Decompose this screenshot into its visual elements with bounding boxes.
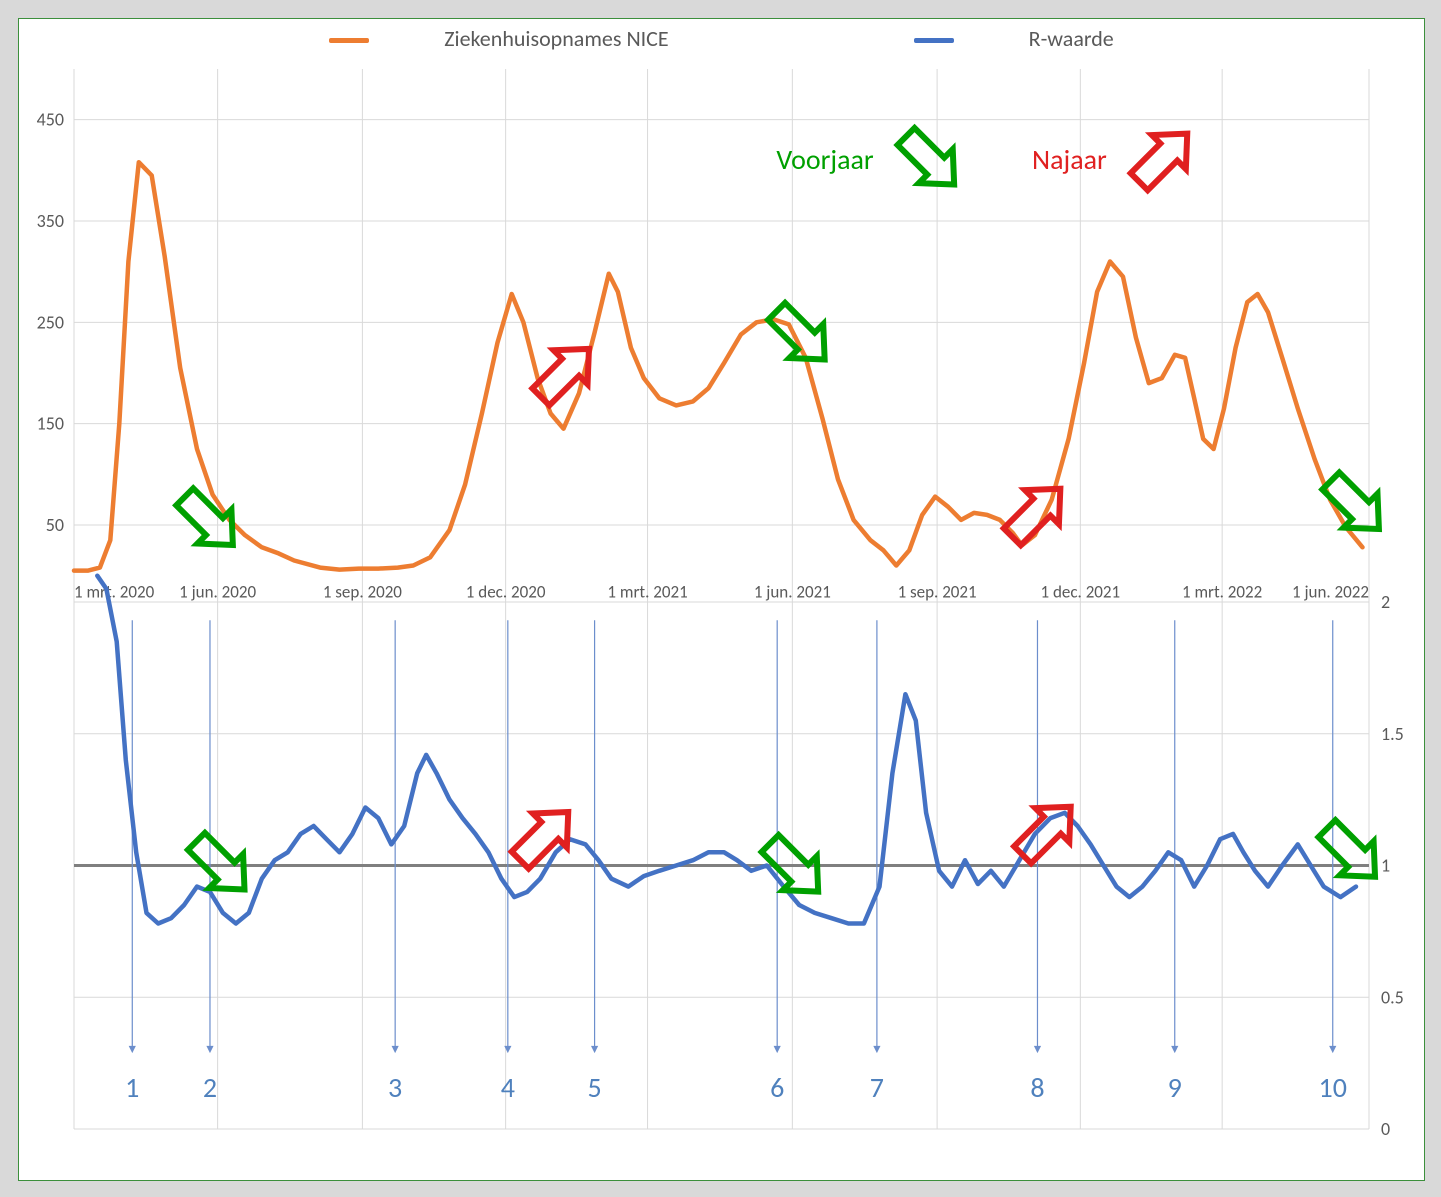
svg-text:0.5: 0.5 [1381,986,1404,1008]
svg-text:1 mrt. 2022: 1 mrt. 2022 [1182,582,1262,603]
legend-swatch [329,38,369,43]
svg-text:6: 6 [770,1070,784,1105]
legend-item: R-waarde [854,25,1174,52]
svg-text:1.5: 1.5 [1381,723,1404,745]
svg-text:0: 0 [1381,1118,1390,1140]
svg-text:7: 7 [870,1070,884,1105]
svg-text:3: 3 [388,1070,402,1105]
svg-text:Voorjaar: Voorjaar [776,142,874,177]
svg-text:1 sep. 2020: 1 sep. 2020 [323,582,402,603]
svg-text:1 dec. 2021: 1 dec. 2021 [1041,582,1121,603]
svg-text:1 jun. 2022: 1 jun. 2022 [1292,582,1369,603]
legend-swatch [914,38,954,43]
svg-text:4: 4 [501,1070,515,1105]
legend-label: R-waarde [1029,25,1114,52]
svg-text:1 jun. 2021: 1 jun. 2021 [754,582,831,603]
svg-text:150: 150 [37,413,64,435]
chart-svg: 50 150 250 350 450 0 0.5 1 1.5 2 1 mrt. 2020 1 jun.… [19,19,1424,1180]
legend-item: Ziekenhuisopnames NICE [269,25,733,52]
svg-text:50: 50 [46,514,64,536]
svg-text:5: 5 [587,1070,601,1105]
svg-text:9: 9 [1168,1070,1182,1105]
legend: Ziekenhuisopnames NICE R-waarde [19,25,1424,52]
svg-text:1 jun. 2020: 1 jun. 2020 [179,582,256,603]
chart-container: Ziekenhuisopnames NICE R-waarde 50150250… [18,18,1425,1181]
svg-text:2: 2 [1381,591,1390,613]
svg-text:1: 1 [1381,855,1390,877]
svg-text:10: 10 [1319,1070,1347,1105]
svg-text:1 mrt. 2021: 1 mrt. 2021 [607,582,687,603]
svg-text:8: 8 [1030,1070,1044,1105]
svg-text:2: 2 [203,1070,217,1105]
legend-label: Ziekenhuisopnames NICE [444,25,668,52]
svg-text:250: 250 [37,311,64,333]
svg-text:1 mrt. 2020: 1 mrt. 2020 [74,582,155,603]
svg-text:1 dec. 2020: 1 dec. 2020 [466,582,546,603]
svg-text:350: 350 [37,210,64,232]
svg-text:Najaar: Najaar [1032,142,1107,177]
svg-text:1 sep. 2021: 1 sep. 2021 [898,582,977,603]
svg-text:450: 450 [37,109,64,131]
svg-text:1: 1 [125,1070,139,1105]
